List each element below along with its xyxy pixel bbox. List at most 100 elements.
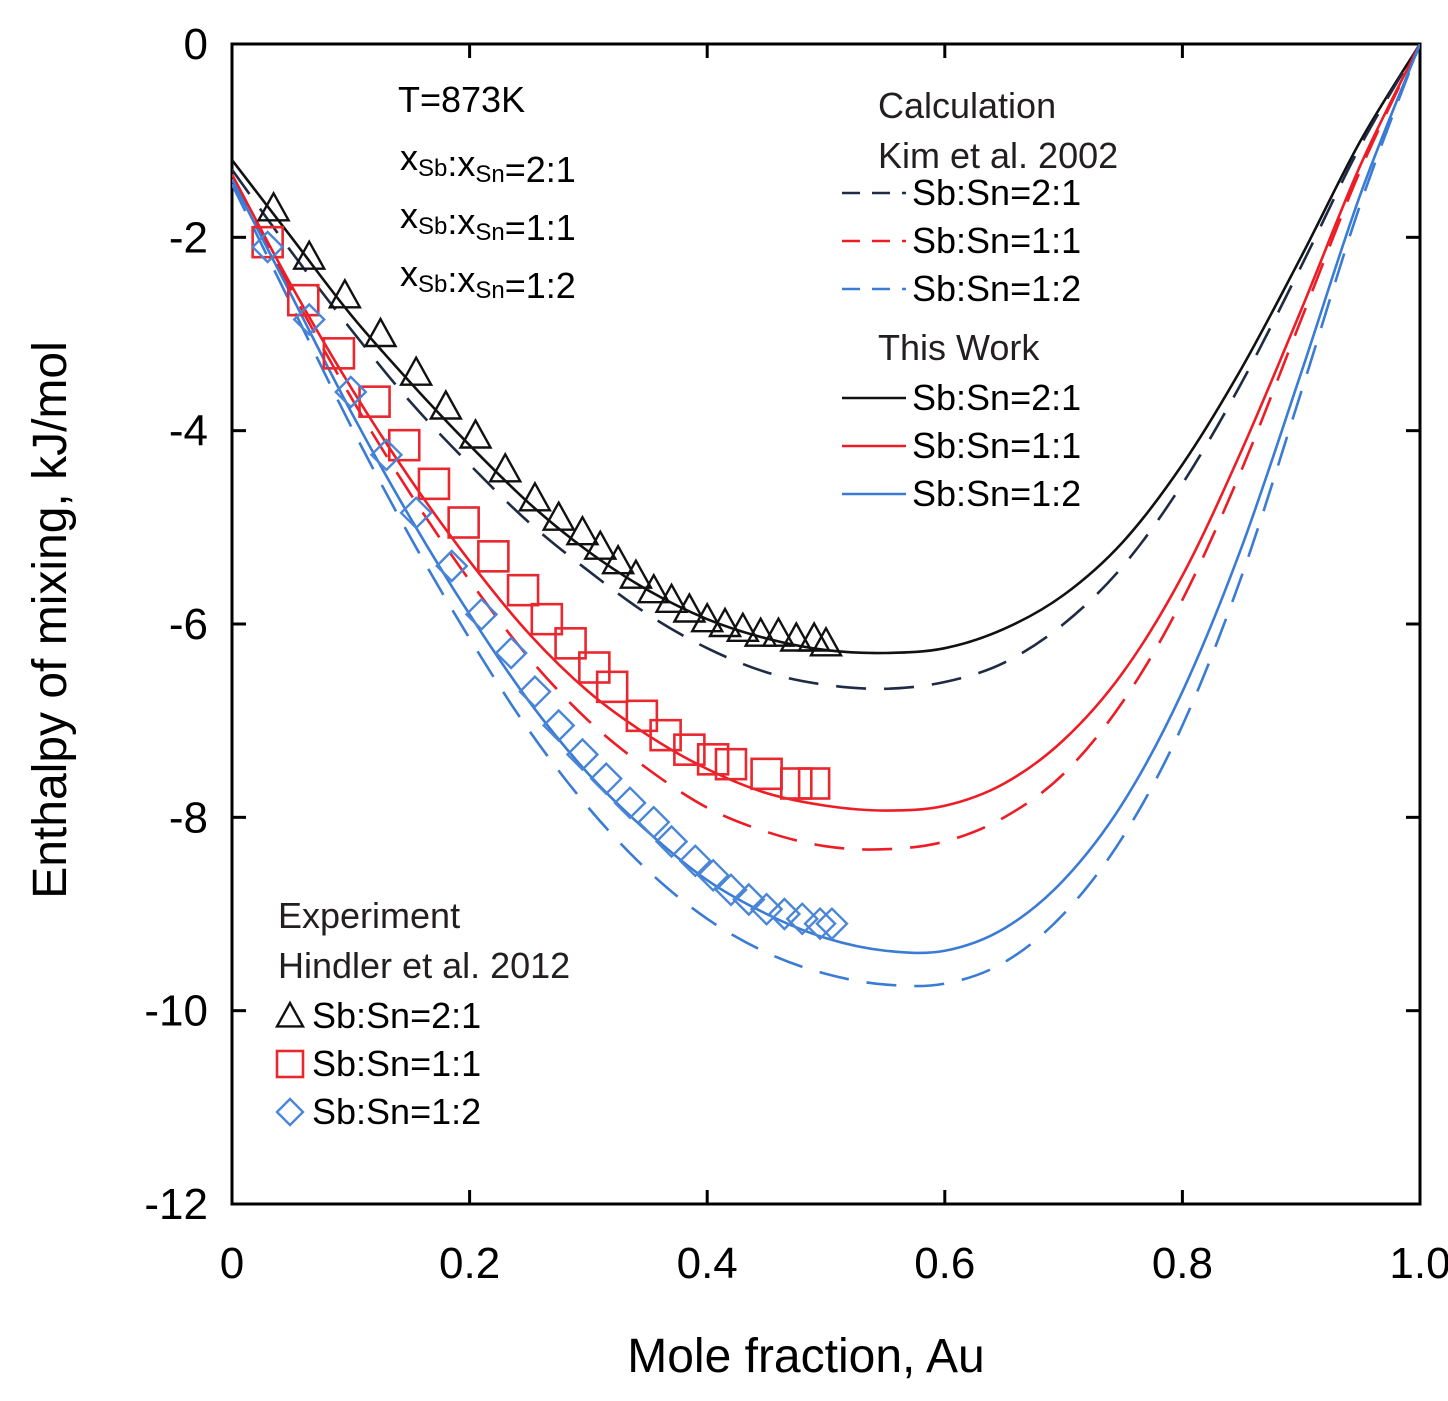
x-axis-title: Mole fraction, Au [627,1330,985,1383]
y-axis-title: Enthalpy of mixing, kJ/mol [24,341,77,899]
marker-triangle [672,592,707,623]
marker-triangle [327,277,362,309]
marker-diamond [589,761,623,796]
marker-diamond [250,230,285,264]
legend-calc-header-1: Calculation [878,85,1056,126]
axis-ticks [230,42,1422,1206]
y-tick-label: -10 [144,987,208,1036]
marker-diamond [275,1097,305,1127]
legend-exp-item: Sb:Sn=2:1 [312,995,481,1036]
ratio-annotation: xSb:xSn=2:1 [400,137,576,190]
x-tick-label: 0.8 [1152,1239,1213,1288]
marker-diamond [435,549,469,583]
legend-work-item: Sb:Sn=2:1 [912,377,1081,418]
marker-square [286,283,320,317]
marker-triangle [488,451,523,483]
x-tick-label: 1.0 [1389,1239,1448,1288]
marker-diamond [494,636,528,670]
series-line-calc-12 [232,44,1420,988]
ratio-annotation: xSb:xSn=1:1 [400,195,576,248]
tick-labels: 0 0.2 0.4 0.6 0.8 1.0 0 -2 -4 -6 -8 -10 -12 [144,20,1448,1288]
marker-square [714,747,748,781]
y-tick-label: -12 [144,1180,208,1229]
series-line-work-12 [232,44,1420,955]
marker-triangle [565,514,600,546]
legend-calc-item: Sb:Sn=1:1 [912,220,1081,261]
marker-triangle [690,601,725,633]
marker-triangle [601,543,636,575]
y-tick-label: -6 [169,600,208,649]
marker-triangle [399,355,434,386]
marker-diamond [803,906,837,941]
marker-square [251,225,284,259]
x-tick-label: 0.6 [914,1239,975,1288]
marker-square [477,540,510,573]
marker-square [595,670,629,704]
marker-triangle [636,572,671,604]
experiment-markers [250,190,849,941]
marker-square [578,651,611,684]
temperature-label: T=873K [398,79,525,120]
marker-triangle [618,558,653,589]
marker-diamond [334,375,368,409]
marker-diamond [464,597,499,632]
y-tick-label: -4 [169,407,208,456]
marker-diamond [767,897,802,931]
y-tick-label: -2 [169,213,208,262]
legend-experiment: Experiment Hindler et al. 2012 Sb:Sn=2:1… [274,895,570,1132]
marker-diamond [565,737,600,772]
marker-triangle [654,582,689,614]
legend-calc-header-2: Kim et al. 2002 [878,135,1118,176]
legend-work-header: This Work [878,327,1040,368]
marker-triangle [725,611,760,643]
marker-diamond [678,844,713,878]
marker-triangle [743,616,778,647]
y-tick-label: 0 [184,20,208,69]
legend-exp-header-2: Hindler et al. 2012 [278,945,570,986]
marker-diamond [785,902,819,936]
ratio-annotation: xSb:xSn=1:2 [400,253,576,306]
marker-square [322,337,356,370]
marker-diamond [654,824,689,859]
series-line-work-11 [232,44,1420,812]
marker-triangle [458,418,493,449]
legend-calc-item: Sb:Sn=1:2 [912,268,1081,309]
marker-diamond [369,438,404,472]
legend-calc-item: Sb:Sn=2:1 [912,172,1081,213]
marker-triangle [517,480,552,512]
marker-triangle [808,625,844,657]
marker-diamond [518,674,552,709]
legend-calc-work: Calculation Kim et al. 2002 Sb:Sn=2:1 Sb:… [842,85,1118,514]
marker-triangle [583,529,618,560]
plot-frame [230,42,1422,1206]
marker-triangle [274,1000,306,1028]
series-line-calc-21 [232,44,1420,691]
marker-triangle [541,500,576,531]
marker-triangle [779,621,814,652]
legend-work-item: Sb:Sn=1:1 [912,425,1081,466]
marker-square [358,385,391,418]
marker-square [387,428,421,462]
marker-square [797,767,831,800]
marker-square [506,573,540,607]
marker-square [275,1049,305,1079]
legend-exp-header-1: Experiment [278,895,460,936]
marker-diamond [399,496,433,530]
marker-triangle [256,190,291,222]
marker-diamond [292,302,326,337]
legend-exp-item: Sb:Sn=1:1 [312,1043,481,1084]
x-tick-label: 0.4 [677,1239,738,1288]
legend-exp-item: Sb:Sn=1:2 [312,1091,481,1132]
marker-square [554,627,587,660]
series-line-calc-11 [232,44,1420,851]
marker-diamond [613,786,647,820]
x-tick-label: 0 [220,1239,244,1288]
series-lines [232,44,1420,988]
x-tick-label: 0.2 [439,1239,500,1288]
marker-diamond [714,873,748,907]
marker-square [673,733,706,766]
marker-diamond [637,805,671,839]
marker-diamond [542,708,576,743]
